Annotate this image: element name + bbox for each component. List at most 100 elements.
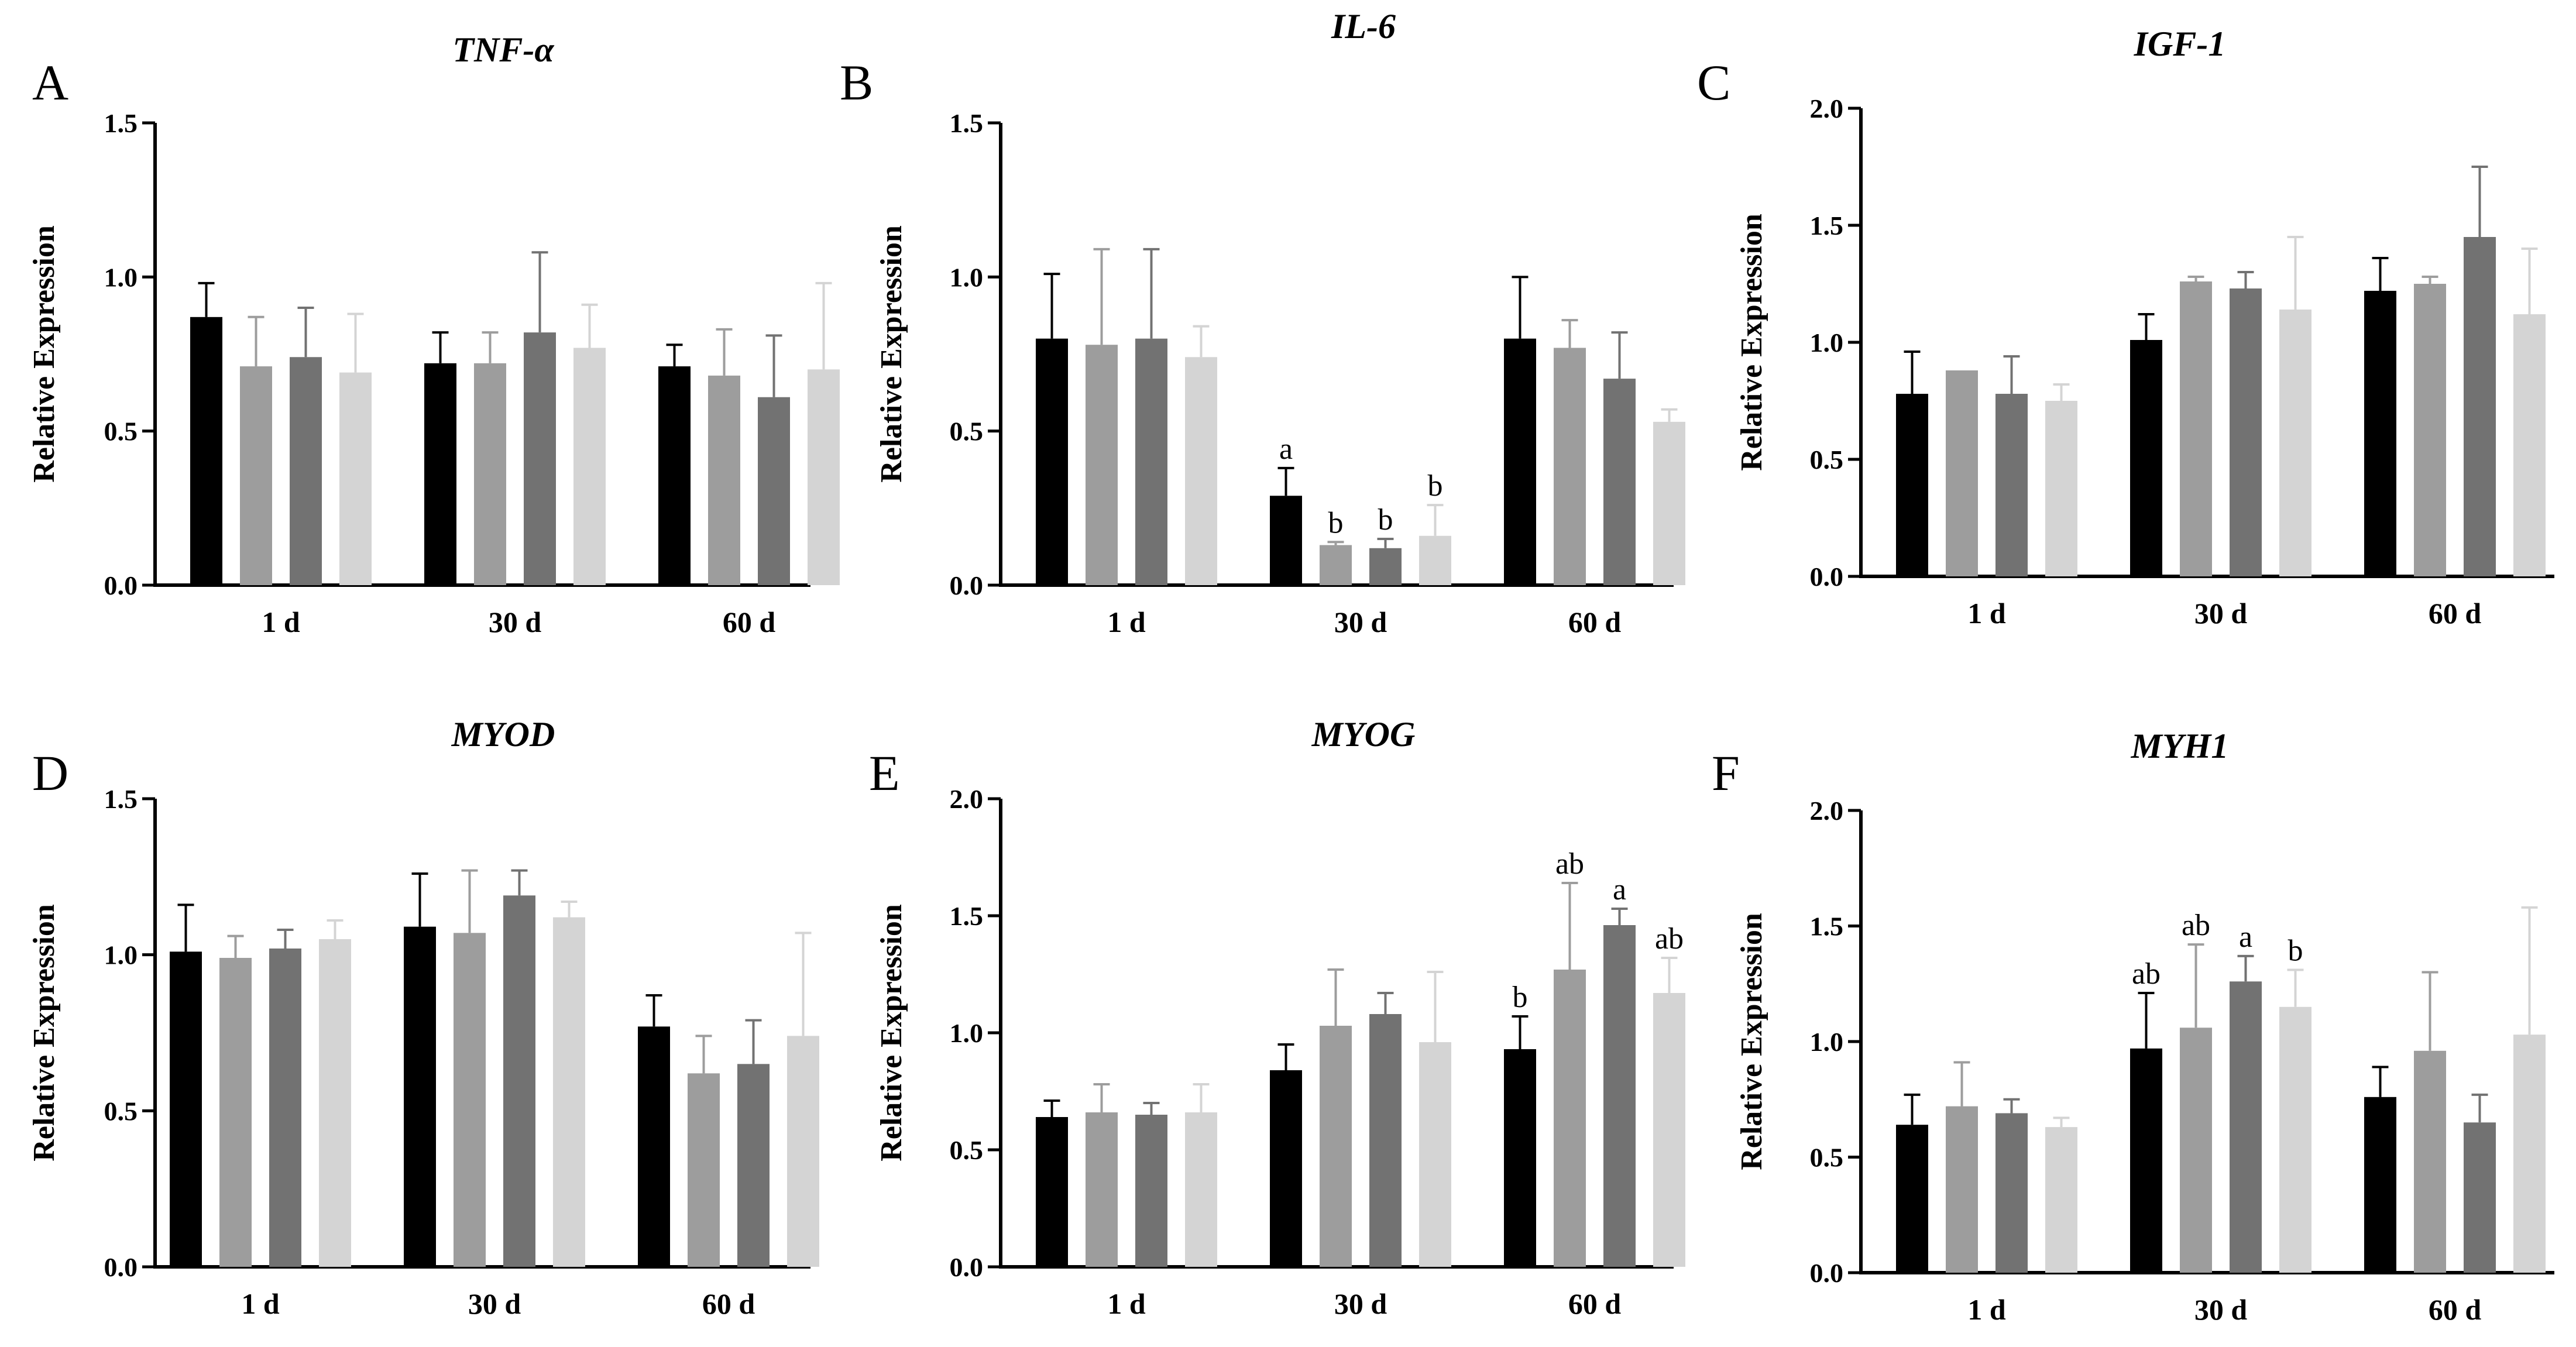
bar xyxy=(240,366,272,585)
bar xyxy=(658,366,691,585)
bar xyxy=(553,917,585,1267)
bar xyxy=(1135,1115,1167,1267)
y-tick-label: 1.5 xyxy=(1810,912,1844,941)
significance-label: a xyxy=(1613,873,1626,906)
bar xyxy=(1603,379,1636,585)
x-tick-label: 1 d xyxy=(1967,1293,2006,1326)
y-tick-label: 1.5 xyxy=(950,901,984,931)
bar xyxy=(319,939,351,1267)
panel-title: MYH1 xyxy=(2131,727,2229,765)
y-tick-label: 0.0 xyxy=(104,571,138,600)
bar xyxy=(2130,1048,2162,1273)
y-tick-label: 0.5 xyxy=(104,1096,138,1126)
bar xyxy=(1320,545,1352,585)
y-axis-label: Relative Expression xyxy=(28,904,61,1162)
bar xyxy=(1270,496,1302,585)
bar xyxy=(2045,401,2077,576)
bar xyxy=(1320,1026,1352,1267)
bar xyxy=(2279,1006,2311,1273)
bar xyxy=(1086,345,1118,585)
bar xyxy=(339,372,372,585)
panel-title: IGF-1 xyxy=(2134,25,2226,63)
panel-a: A TNF-α Relative Expression 0.0 0.5 1.0 1.5 1 d… xyxy=(28,30,840,638)
bar xyxy=(758,397,790,585)
panel-title: IL-6 xyxy=(1331,7,1396,46)
bar xyxy=(1603,925,1636,1267)
y-axis-label: Relative Expression xyxy=(1735,214,1768,471)
bar xyxy=(1946,370,1978,576)
bar xyxy=(1086,1112,1118,1267)
significance-label: b xyxy=(1428,469,1443,503)
x-tick-label: 1 d xyxy=(1107,1287,1146,1320)
bar xyxy=(2364,291,2396,576)
panel-d: D MYOD Relative Expression 0.0 0.5 1.0 1.5 1 d 3… xyxy=(28,715,819,1320)
bar xyxy=(219,958,252,1267)
y-tick-label: 1.5 xyxy=(950,108,984,138)
x-tick-label: 30 d xyxy=(1334,1287,1387,1320)
panel-b: B IL-6 Relative Expression 0.0 0.5 1.0 1.5 1 d a… xyxy=(840,7,1685,638)
y-tick-label: 1.5 xyxy=(104,784,138,814)
y-tick-label: 0.5 xyxy=(1810,445,1844,475)
bar xyxy=(688,1073,720,1267)
bar xyxy=(737,1064,770,1267)
bar xyxy=(2364,1097,2396,1273)
x-tick-label: 30 d xyxy=(2194,597,2248,630)
bar xyxy=(1419,535,1451,585)
y-tick-label: 2.0 xyxy=(1810,796,1844,826)
x-tick-label: 60 d xyxy=(1568,1287,1622,1320)
bar xyxy=(2230,981,2262,1273)
x-tick-label: 60 d xyxy=(2429,1293,2482,1326)
panel-letter: A xyxy=(32,54,68,111)
bar xyxy=(787,1036,819,1267)
x-tick-label: 1 d xyxy=(241,1287,280,1320)
bar xyxy=(1946,1106,1978,1273)
bar xyxy=(2464,1122,2496,1273)
y-tick-label: 2.0 xyxy=(950,784,984,814)
y-tick-label: 0.5 xyxy=(104,417,138,446)
panel-title: TNF-α xyxy=(452,30,554,69)
significance-label: a xyxy=(1279,432,1293,466)
bar xyxy=(2464,237,2496,576)
x-tick-label: 60 d xyxy=(723,606,776,638)
bar xyxy=(1554,348,1586,585)
significance-label: b xyxy=(1328,506,1344,540)
x-tick-label: 1 d xyxy=(262,606,300,638)
x-tick-label: 1 d xyxy=(1107,606,1146,638)
y-tick-label: 1.5 xyxy=(1810,211,1844,240)
significance-label: a xyxy=(2239,920,2252,954)
y-tick-label: 1.0 xyxy=(950,1018,984,1048)
bar xyxy=(2045,1127,2077,1273)
x-tick-label: 60 d xyxy=(2429,597,2482,630)
y-tick-label: 0.0 xyxy=(950,1252,984,1282)
bar xyxy=(269,949,301,1267)
significance-label: ab xyxy=(1555,847,1584,881)
bar xyxy=(1419,1042,1451,1267)
bar xyxy=(1185,1112,1217,1267)
bar xyxy=(1995,1113,2028,1273)
y-tick-label: 0.5 xyxy=(950,417,984,446)
bar xyxy=(1896,1125,1928,1273)
bar xyxy=(2513,1035,2546,1273)
y-tick-label: 2.0 xyxy=(1810,94,1844,123)
panel-c: C IGF-1 Relative Expression 0.0 0.5 1.0 1.5 2.0… xyxy=(1697,25,2554,630)
bar xyxy=(2279,310,2311,576)
bar xyxy=(1504,338,1536,585)
x-tick-label: 1 d xyxy=(1967,597,2006,630)
significance-label: ab xyxy=(2182,909,2210,942)
bar xyxy=(1036,1117,1068,1267)
bar xyxy=(424,363,456,585)
bar xyxy=(1504,1049,1536,1267)
bar xyxy=(503,895,535,1267)
bar xyxy=(190,317,222,585)
bar xyxy=(1270,1070,1302,1267)
significance-label: ab xyxy=(1655,922,1684,956)
bar xyxy=(1135,338,1167,585)
panel-letter: F xyxy=(1712,745,1740,801)
y-tick-label: 0.5 xyxy=(950,1135,984,1165)
y-tick-label: 0.0 xyxy=(1810,1258,1844,1288)
bar xyxy=(708,375,740,585)
bar xyxy=(808,369,840,585)
y-tick-label: 0.5 xyxy=(1810,1143,1844,1173)
panel-title: MYOD xyxy=(451,715,555,754)
